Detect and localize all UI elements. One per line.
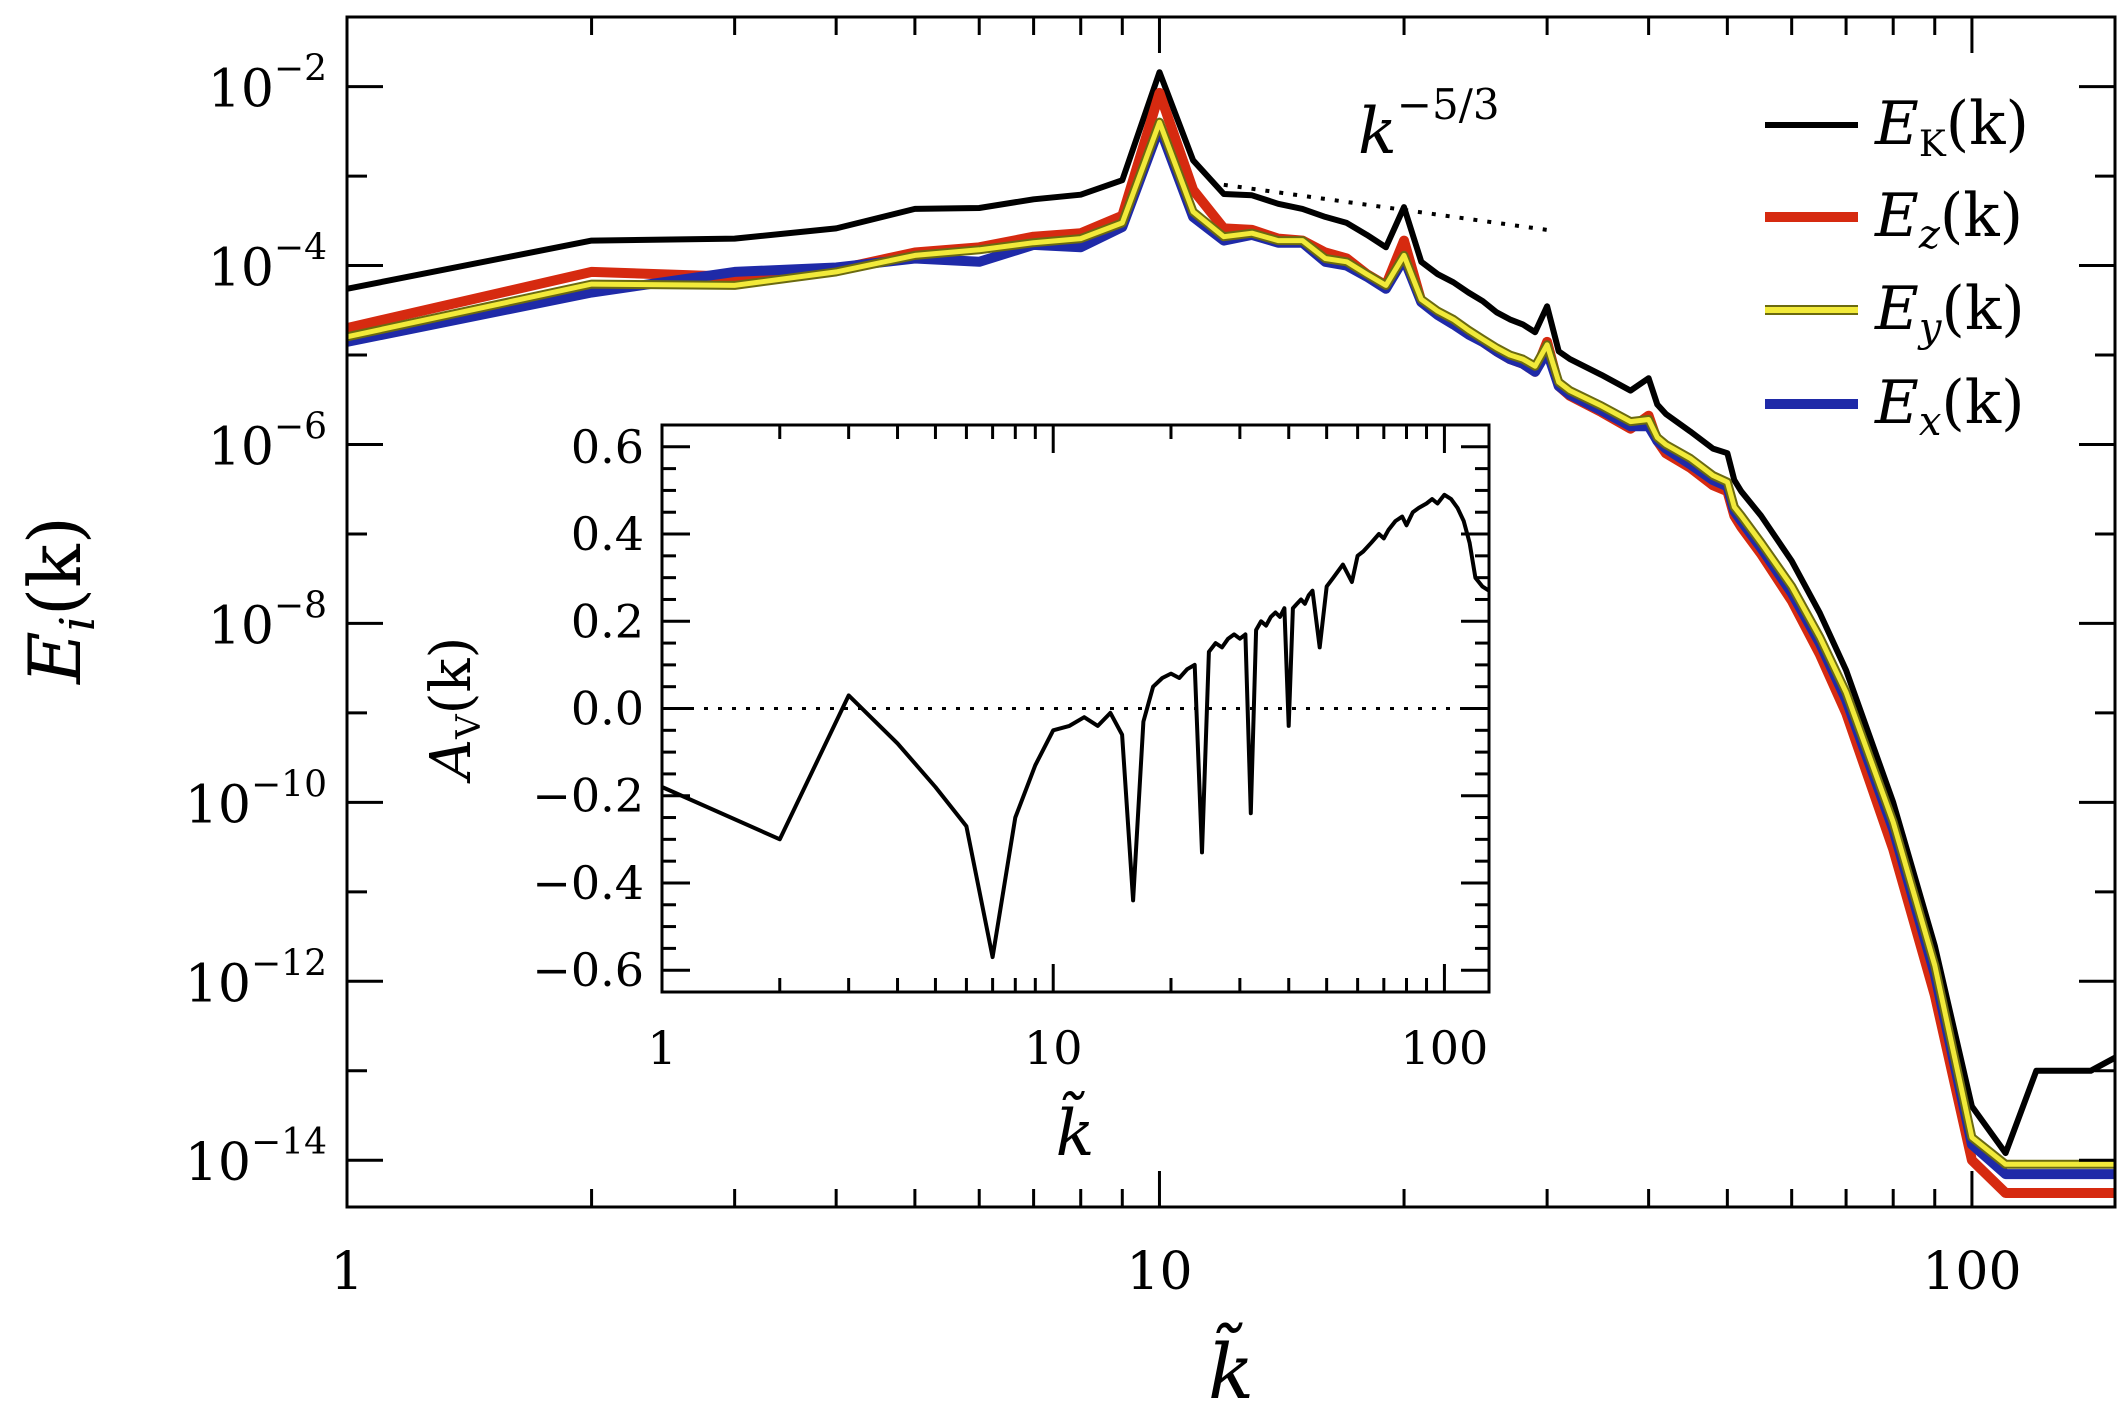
main-x-tick-label: 10 [1126,1242,1192,1302]
inset-x-tick-label: 10 [1024,1021,1083,1075]
legend-label-ez: Ez(k) [1874,181,2023,258]
legend-entry-ex: Ex(k) [1765,368,2025,445]
main-y-tick-label: 10−8 [208,585,327,656]
main-y-axis-label: Ei(k) [13,516,106,686]
inset-y-label-sub: V [449,713,489,740]
main-x-tick-label: 100 [1922,1242,2021,1302]
inset-y-tick-label: −0.2 [532,769,644,823]
slope-annotation: k−5/3 [1223,80,1548,232]
inset-y-axis-label: AV(k) [419,637,489,785]
inset-y-tick-label: 0.2 [571,594,644,648]
main-y-label-arg: (k) [13,516,97,616]
inset-plot-frame [660,423,1491,994]
inset-y-tick-label: 0.4 [571,507,644,561]
inset-axes: 1 10 100 0.6 0.4 0.2 0.0 −0.2 −0.4 −0.6 [532,420,1489,1075]
inset-background [525,420,1380,1120]
inset-y-tick-label: −0.4 [532,856,644,910]
legend-label-ex: Ex(k) [1874,368,2025,445]
main-y-label-sub: i [50,616,106,631]
legend-entry-ey: Ey(k) [1765,274,2025,351]
slope-label-base: k [1358,95,1397,169]
inset-y-label-base: A [419,739,484,784]
inset-x-axis-label: k̃ [1056,1091,1095,1171]
main-series-group [345,69,2117,1198]
inset-y-tick-label: −0.6 [532,943,644,997]
inset-y-tick-label: 0.0 [571,682,644,736]
inset-y-label-arg: (k) [419,637,484,715]
main-y-tick-label: 10−6 [208,406,327,477]
slope-label-exponent: −5/3 [1397,80,1500,129]
main-y-tick-label: 10−4 [208,228,327,299]
main-y-label-base: E [13,631,97,686]
legend-entry-ek: EK(k) [1765,89,2029,165]
inset-x-tick-label: 1 [647,1021,676,1075]
inset-x-tick-label: 100 [1401,1021,1489,1075]
main-x-tick-label: 1 [330,1242,363,1302]
main-plot-frame [345,15,2117,1209]
main-y-tick-label: 10−10 [185,764,327,835]
main-y-tick-label: 10−2 [208,49,327,120]
main-chart: k−5/3 1 10 10010−210−410−610−810−1010−1210… [13,15,2117,1416]
legend-label-ey: Ey(k) [1874,274,2025,351]
inset-series-group [661,492,1491,960]
main-x-axis-label: k̃ [1208,1322,1254,1416]
main-y-tick-label: 10−14 [185,1122,327,1193]
legend-entry-ez: Ez(k) [1765,181,2023,258]
inset-chart: 1 10 100 0.6 0.4 0.2 0.0 −0.2 −0.4 −0.6 k̃ AV(k) [419,420,1491,1171]
legend-label-ek: EK(k) [1874,89,2029,165]
main-y-tick-label: 10−12 [185,943,327,1014]
legend: EK(k) Ez(k) Ey(k) Ex(k) [1765,89,2029,445]
slope-label: k−5/3 [1358,80,1500,169]
series-line-e-k-k [346,69,2117,1157]
main-axes: 1 10 100 10−2 10−4 10−6 10−8 10−10 10−12 10−14 [185,17,2115,1302]
series-line-e-y-k [346,119,2115,1167]
inset-series-line-a-v-k [661,492,1491,960]
inset-y-tick-label: 0.6 [571,420,644,474]
